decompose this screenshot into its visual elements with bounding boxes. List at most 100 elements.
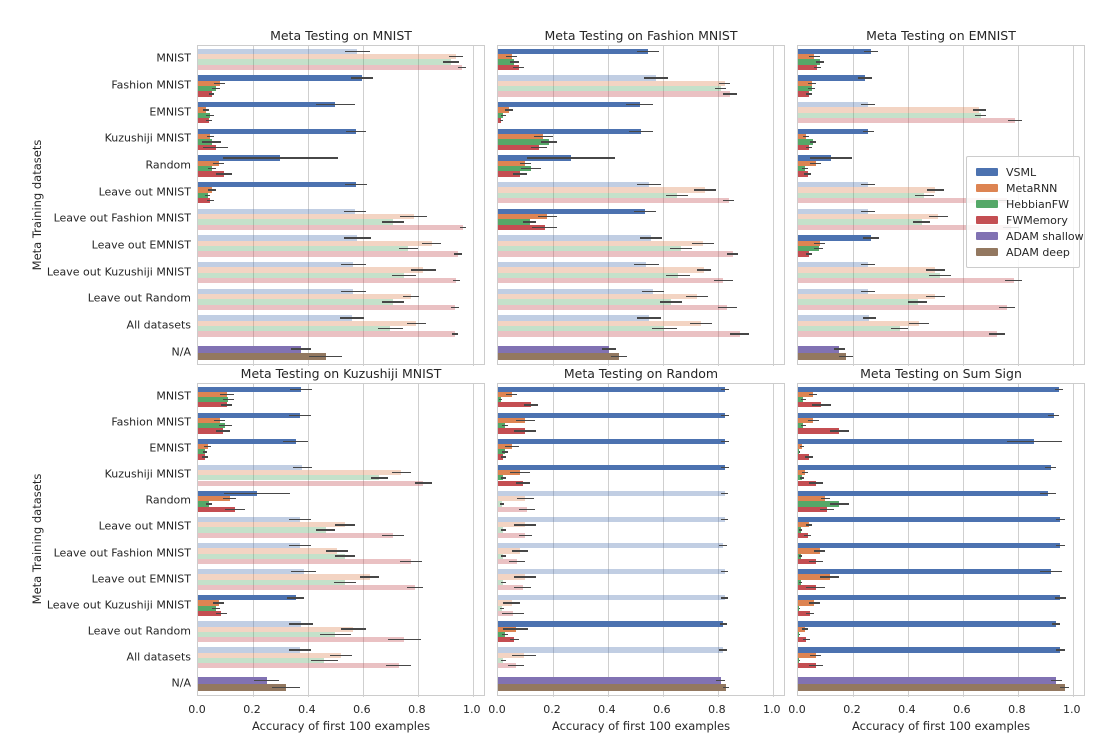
bar xyxy=(498,102,640,108)
error-bar xyxy=(316,529,336,531)
bar xyxy=(198,235,358,241)
x-tick-label: 0.4 xyxy=(598,703,616,716)
bar xyxy=(198,470,402,476)
bar xyxy=(498,517,725,523)
category-label: Leave out Kuzushiji MNIST xyxy=(46,598,191,612)
bar xyxy=(798,543,1061,549)
bar xyxy=(498,208,646,214)
x-tick-label: 1.0 xyxy=(463,703,481,716)
bar xyxy=(498,48,648,54)
error-bar xyxy=(861,210,875,213)
error-bar xyxy=(202,141,222,143)
error-bar xyxy=(914,194,935,197)
error-bar xyxy=(799,477,805,479)
legend-swatch xyxy=(976,248,998,256)
error-bar xyxy=(222,498,237,500)
legend-swatch xyxy=(976,184,998,192)
category-label: Random xyxy=(145,493,191,507)
error-bar xyxy=(814,247,823,250)
bar xyxy=(798,187,936,193)
error-bar xyxy=(537,215,558,218)
error-bar xyxy=(720,388,729,390)
error-bar xyxy=(335,524,355,526)
error-bar xyxy=(1039,571,1062,573)
error-bar xyxy=(288,518,311,521)
error-bar xyxy=(1045,466,1057,469)
error-bar xyxy=(288,414,311,416)
error-bar xyxy=(798,607,801,609)
gridline xyxy=(907,46,909,366)
error-bar xyxy=(636,183,662,186)
bar xyxy=(498,412,725,418)
bar xyxy=(498,262,647,268)
bar xyxy=(198,48,358,54)
bar xyxy=(198,352,326,360)
error-bar xyxy=(808,482,823,484)
bar xyxy=(498,490,725,497)
bar xyxy=(198,600,219,606)
category-label: Leave out Kuzushiji MNIST xyxy=(46,265,191,279)
bar xyxy=(498,558,518,564)
bar xyxy=(498,267,705,273)
error-bar xyxy=(801,425,806,427)
error-bar xyxy=(500,581,507,583)
bar xyxy=(798,496,826,502)
error-bar xyxy=(291,348,311,350)
error-bar xyxy=(218,425,233,427)
bar xyxy=(198,262,354,268)
bar xyxy=(198,423,226,429)
bar xyxy=(198,621,302,627)
bar xyxy=(798,470,805,476)
bar xyxy=(198,574,370,580)
bar xyxy=(798,288,869,294)
bar xyxy=(198,428,223,434)
bar xyxy=(198,647,300,653)
error-bar xyxy=(669,247,692,250)
error-bar xyxy=(510,638,519,641)
gridline xyxy=(552,46,554,366)
x-tick-label: 0.4 xyxy=(298,703,316,716)
category-label: All datasets xyxy=(126,650,191,664)
error-bar xyxy=(345,50,370,53)
gridline xyxy=(307,384,309,697)
category-label: Leave out MNIST xyxy=(98,519,191,533)
bar xyxy=(498,584,523,591)
bar xyxy=(798,677,1057,684)
error-bar xyxy=(460,226,466,229)
error-bar xyxy=(730,333,750,335)
error-bar xyxy=(802,471,808,474)
error-bar xyxy=(453,279,460,282)
bar xyxy=(798,54,815,60)
error-bar xyxy=(399,215,428,218)
error-bar xyxy=(499,503,505,505)
error-bar xyxy=(500,477,507,479)
error-bar xyxy=(500,456,507,458)
bar xyxy=(798,139,814,145)
bar xyxy=(498,621,724,627)
bar xyxy=(198,626,354,632)
error-bar xyxy=(806,146,812,149)
bar xyxy=(198,219,394,225)
bar xyxy=(498,219,530,225)
bar xyxy=(798,423,804,429)
category-label: Fashion MNIST xyxy=(111,415,191,429)
bar xyxy=(798,160,816,166)
bar xyxy=(798,59,820,65)
bar xyxy=(198,449,205,455)
error-bar xyxy=(518,508,536,510)
error-bar xyxy=(1048,414,1060,416)
error-bar xyxy=(514,524,537,526)
error-bar xyxy=(513,66,525,69)
error-bar xyxy=(511,550,529,552)
gridline xyxy=(362,46,364,366)
bar xyxy=(498,352,619,360)
bar xyxy=(498,288,654,294)
error-bar xyxy=(387,638,421,641)
x-tick-label: 0.0 xyxy=(188,703,206,716)
bar xyxy=(198,331,455,337)
gridline xyxy=(907,384,909,697)
bar xyxy=(498,438,725,444)
error-bar xyxy=(862,237,880,239)
error-bar xyxy=(802,638,810,641)
bar xyxy=(798,267,936,273)
